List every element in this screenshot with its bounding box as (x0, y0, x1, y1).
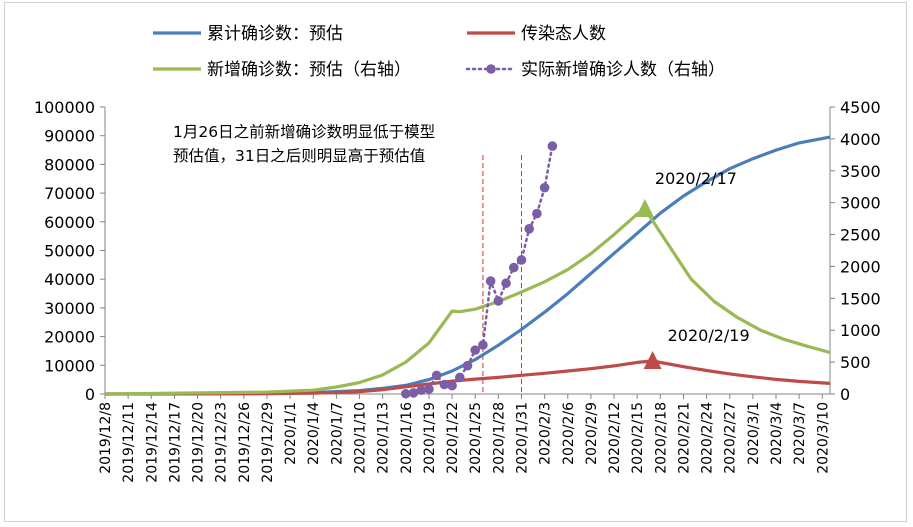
data-point (431, 370, 442, 381)
series-line (104, 207, 831, 396)
x-tick-label: 2020/1/28 (491, 402, 507, 474)
peak-marker-triangle (635, 199, 654, 218)
markers-layer (635, 199, 662, 369)
x-tick-label: 2020/1/4 (306, 402, 322, 465)
left-tick-label: 30000 (44, 299, 95, 318)
legend-label: 传染态人数 (521, 24, 606, 44)
left-tick-label: 70000 (44, 184, 95, 203)
x-tick-label: 2020/3/1 (746, 402, 762, 465)
x-tick-label: 2020/2/6 (561, 402, 577, 465)
x-tick-label: 2020/1/25 (468, 402, 484, 474)
right-tick-label: 2000 (840, 257, 881, 276)
peak-date-label: 2020/2/19 (668, 326, 750, 345)
series-layer (104, 135, 831, 399)
labels-layer: 2020/2/17 2020/2/19 1月26日之前新增确诊数明显低于模型预估值，… (173, 123, 750, 345)
axes: 0100002000030000400005000060000700008000… (34, 98, 881, 483)
data-point (439, 379, 450, 390)
legend-label: 新增确诊数：预估（右轴） (207, 60, 411, 80)
data-point (478, 340, 488, 350)
left-tick-label: 50000 (44, 242, 95, 261)
x-tick-label: 2020/3/7 (792, 402, 808, 465)
series-line (104, 359, 831, 396)
data-point (501, 278, 511, 289)
x-tick-label: 2020/1/7 (329, 402, 345, 465)
data-point (470, 345, 481, 355)
right-tick-label: 4000 (840, 130, 881, 149)
x-tick-label: 2019/12/14 (144, 402, 160, 483)
data-point (454, 372, 465, 383)
right-tick-label: 1500 (840, 289, 881, 308)
x-tick-label: 2020/2/15 (630, 402, 646, 474)
x-tick-label: 2020/1/19 (422, 402, 438, 474)
data-point (547, 141, 558, 151)
data-point (447, 380, 457, 391)
x-tick-label: 2020/3/4 (769, 402, 785, 465)
x-tick-label: 2020/2/3 (538, 402, 554, 465)
x-tick-label: 2020/2/12 (607, 402, 623, 474)
right-tick-label: 1000 (840, 321, 881, 340)
data-point (508, 262, 519, 273)
data-point (524, 224, 535, 234)
x-tick-label: 2019/12/29 (260, 402, 276, 483)
data-point (516, 255, 527, 265)
peak-marker-triangle (643, 350, 662, 369)
right-tick-label: 3500 (840, 162, 881, 181)
right-tick-label: 3000 (840, 194, 881, 213)
x-tick-label: 2019/12/11 (121, 402, 137, 483)
x-tick-label: 2020/1/10 (353, 402, 369, 474)
left-tick-label: 90000 (44, 127, 95, 146)
right-tick-label: 2500 (840, 226, 881, 245)
x-tick-label: 2019/12/26 (237, 402, 253, 483)
x-tick-label: 2020/1/13 (376, 402, 392, 474)
left-tick-label: 80000 (44, 155, 95, 174)
data-point (532, 208, 542, 219)
left-tick-label: 40000 (44, 270, 95, 289)
legend-label: 实际新增确诊人数（右轴） (521, 60, 725, 80)
data-point (424, 384, 434, 394)
chart-frame: 累计确诊数：预估 传染态人数新增确诊数：预估（右轴） 实际新增确诊人数（右轴） 0 1… (4, 2, 907, 522)
x-tick-label: 2020/1/22 (445, 402, 461, 474)
x-tick-label: 2019/12/23 (214, 402, 230, 483)
data-point (416, 385, 427, 396)
x-tick-label: 2020/2/27 (723, 402, 739, 474)
x-tick-label: 2020/2/18 (653, 402, 669, 474)
reference-lines (482, 155, 522, 394)
legend-swatch-marker (486, 64, 496, 74)
data-point (408, 388, 419, 398)
data-point (400, 388, 411, 399)
left-tick-label: 60000 (44, 213, 95, 232)
x-tick-label: 2020/1/16 (399, 402, 415, 474)
left-tick-label: 100000 (34, 98, 95, 117)
data-point (462, 360, 473, 371)
x-tick-label: 2019/12/17 (167, 402, 183, 483)
data-point (493, 296, 504, 306)
x-tick-label: 2020/1/31 (514, 402, 530, 474)
x-tick-label: 2020/2/24 (700, 402, 716, 474)
data-point (539, 182, 550, 193)
right-tick-label: 0 (840, 385, 850, 404)
left-tick-label: 20000 (44, 328, 95, 347)
x-tick-label: 2020/2/21 (676, 402, 692, 474)
peak-date-label: 2020/2/17 (655, 169, 737, 188)
x-tick-label: 2019/12/20 (191, 402, 207, 483)
annotation-text: 1月26日之前新增确诊数明显低于模型 (173, 123, 435, 141)
x-tick-label: 2019/12/8 (98, 402, 114, 474)
x-tick-label: 2020/3/10 (815, 402, 831, 474)
x-tick-label: 2020/2/9 (584, 402, 600, 465)
left-tick-label: 10000 (44, 356, 95, 375)
legend-label: 累计确诊数：预估 (207, 24, 343, 44)
right-tick-label: 500 (840, 353, 871, 372)
right-tick-label: 4500 (840, 98, 881, 117)
left-tick-label: 0 (85, 385, 95, 404)
data-point (485, 276, 496, 286)
x-tick-label: 2020/1/1 (283, 402, 299, 465)
annotation-text: 预估值，31日之后则明显高于预估值 (173, 147, 425, 165)
